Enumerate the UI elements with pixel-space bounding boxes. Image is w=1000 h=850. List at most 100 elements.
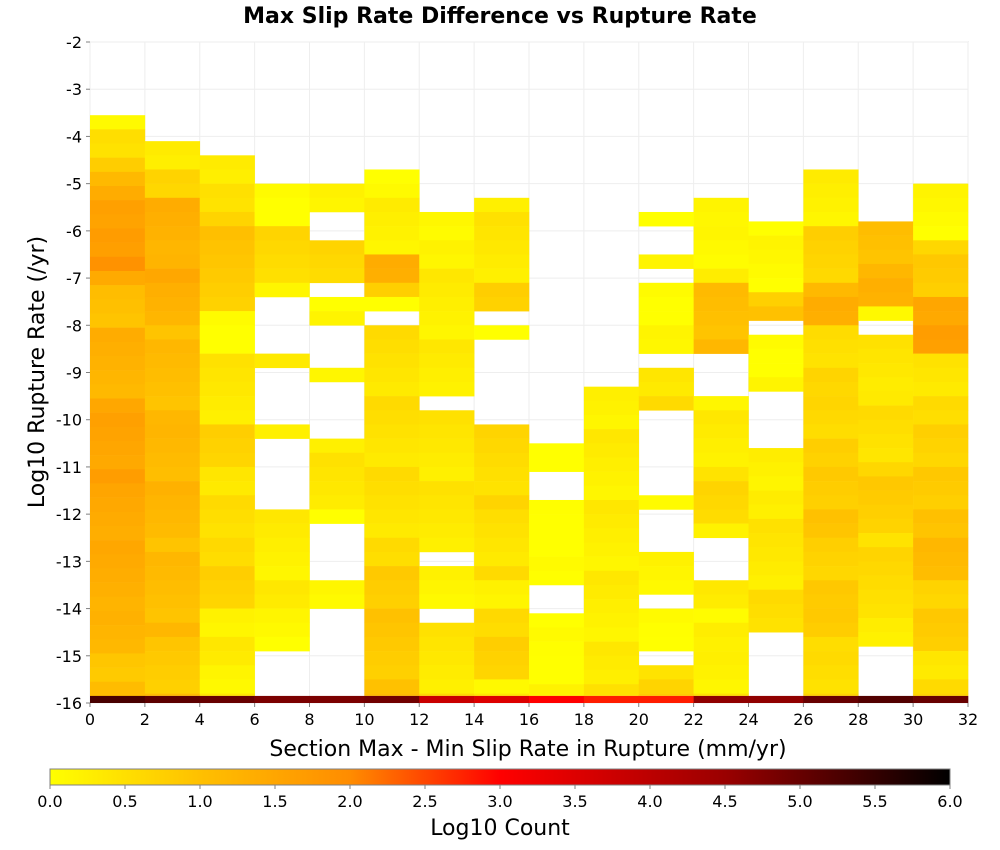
heatmap-cell bbox=[90, 129, 146, 144]
heatmap-cell bbox=[364, 169, 420, 184]
heatmap-cell bbox=[529, 514, 585, 529]
y-axis-label: Log10 Rupture Rate (/yr) bbox=[25, 236, 50, 508]
heatmap-cell bbox=[913, 608, 969, 624]
heatmap-cell bbox=[144, 381, 201, 397]
heatmap-cell bbox=[529, 613, 585, 628]
heatmap-cell bbox=[474, 509, 530, 524]
heatmap-cell bbox=[913, 226, 969, 241]
heatmap-cell bbox=[144, 155, 201, 170]
heatmap-cell bbox=[254, 254, 310, 269]
heatmap-cell bbox=[803, 509, 859, 524]
heatmap-cell bbox=[199, 452, 255, 468]
y-tick-label: -7 bbox=[66, 269, 82, 288]
heatmap-cell bbox=[803, 438, 859, 454]
heatmap-cell bbox=[529, 669, 585, 685]
heatmap-cell bbox=[803, 254, 859, 269]
heatmap-cell bbox=[583, 627, 640, 642]
heatmap-cell bbox=[858, 589, 914, 605]
heatmap-cell bbox=[364, 481, 420, 496]
heatmap-cell bbox=[419, 353, 475, 369]
heatmap-cell bbox=[364, 651, 420, 666]
heatmap-cell bbox=[529, 499, 585, 515]
heatmap-cell bbox=[583, 514, 640, 529]
x-tick-label: 8 bbox=[304, 710, 314, 729]
heatmap-cell bbox=[199, 481, 255, 496]
colorbar-tick-label: 3.5 bbox=[562, 792, 587, 811]
heatmap-cell bbox=[144, 438, 201, 454]
heatmap-cell bbox=[693, 651, 749, 666]
heatmap-cell bbox=[474, 580, 530, 595]
heatmap-cell bbox=[90, 200, 146, 215]
heatmap-cell bbox=[803, 580, 859, 595]
heatmap-cell bbox=[364, 254, 420, 269]
heatmap-cell bbox=[199, 183, 255, 199]
heatmap-cell bbox=[748, 462, 804, 477]
heatmap-cell bbox=[199, 594, 255, 609]
heatmap-cell bbox=[90, 469, 146, 484]
heatmap-cell bbox=[748, 603, 804, 619]
heatmap-cell bbox=[748, 363, 804, 378]
heatmap-cell bbox=[309, 268, 365, 284]
heatmap-cell bbox=[913, 268, 969, 284]
heatmap-cell bbox=[144, 608, 201, 624]
heatmap-bottom-cell bbox=[748, 695, 804, 703]
heatmap-cell bbox=[748, 448, 804, 463]
y-tick-label: -5 bbox=[66, 175, 82, 194]
colorbar-tick-label: 5.0 bbox=[787, 792, 812, 811]
heatmap-cell bbox=[90, 554, 146, 569]
y-axis-ticks: -2 -3 -4 -5 -6 -7 -8 -9 -10 -11 -12 -13 -14 -15 -16 bbox=[56, 33, 90, 713]
heatmap-cell bbox=[144, 367, 201, 383]
heatmap-cell bbox=[638, 636, 694, 652]
heatmap-cell bbox=[419, 339, 475, 354]
heatmap-cell bbox=[858, 292, 914, 307]
heatmap-cell bbox=[419, 282, 475, 298]
y-tick-label: -6 bbox=[66, 222, 82, 241]
x-tick-label: 24 bbox=[738, 710, 758, 729]
heatmap-cell bbox=[364, 226, 420, 241]
heatmap-cell bbox=[913, 183, 969, 199]
heatmap-cell bbox=[144, 622, 201, 638]
heatmap-cell bbox=[583, 400, 640, 416]
heatmap-cell bbox=[474, 594, 530, 609]
heatmap-cell bbox=[913, 353, 969, 369]
heatmap-cell bbox=[474, 254, 530, 269]
heatmap-cell bbox=[90, 143, 146, 158]
heatmap-cell bbox=[364, 197, 420, 213]
heatmap-cell bbox=[529, 443, 585, 458]
heatmap-cell bbox=[199, 679, 255, 694]
heatmap-cell bbox=[144, 679, 201, 694]
heatmap-cell bbox=[858, 306, 914, 321]
heatmap-cell bbox=[199, 325, 255, 340]
y-tick-label: -3 bbox=[66, 80, 82, 99]
heatmap-cell bbox=[419, 381, 475, 397]
heatmap-cell bbox=[364, 622, 420, 638]
heatmap-cell bbox=[144, 183, 201, 199]
heatmap-cell bbox=[858, 603, 914, 619]
heatmap-cell bbox=[913, 296, 969, 312]
heatmap-cell bbox=[309, 183, 365, 199]
heatmap-cell bbox=[199, 410, 255, 425]
heatmap-cell bbox=[803, 197, 859, 213]
heatmap-cell bbox=[583, 499, 640, 515]
heatmap-cell bbox=[583, 599, 640, 614]
heatmap-cell bbox=[364, 240, 420, 255]
heatmap-cell bbox=[254, 537, 310, 553]
heatmap-cell bbox=[583, 386, 640, 402]
heatmap-cell bbox=[144, 254, 201, 269]
heatmap-cell bbox=[693, 679, 749, 694]
heatmap-cell bbox=[90, 299, 146, 314]
heatmap-cell bbox=[419, 240, 475, 255]
heatmap-cell bbox=[199, 353, 255, 369]
colorbar-tick-label: 1.0 bbox=[187, 792, 212, 811]
heatmap-cell bbox=[90, 214, 146, 229]
heatmap-cell bbox=[90, 157, 146, 173]
heatmap-cell bbox=[913, 325, 969, 340]
heatmap-cell bbox=[803, 523, 859, 539]
heatmap-cell bbox=[803, 296, 859, 312]
colorbar-tick-label: 6.0 bbox=[937, 792, 962, 811]
heatmap-cell bbox=[309, 240, 365, 255]
heatmap-cell bbox=[199, 523, 255, 539]
heatmap-cell bbox=[803, 226, 859, 241]
x-tick-label: 6 bbox=[250, 710, 260, 729]
heatmap-cell bbox=[364, 566, 420, 581]
